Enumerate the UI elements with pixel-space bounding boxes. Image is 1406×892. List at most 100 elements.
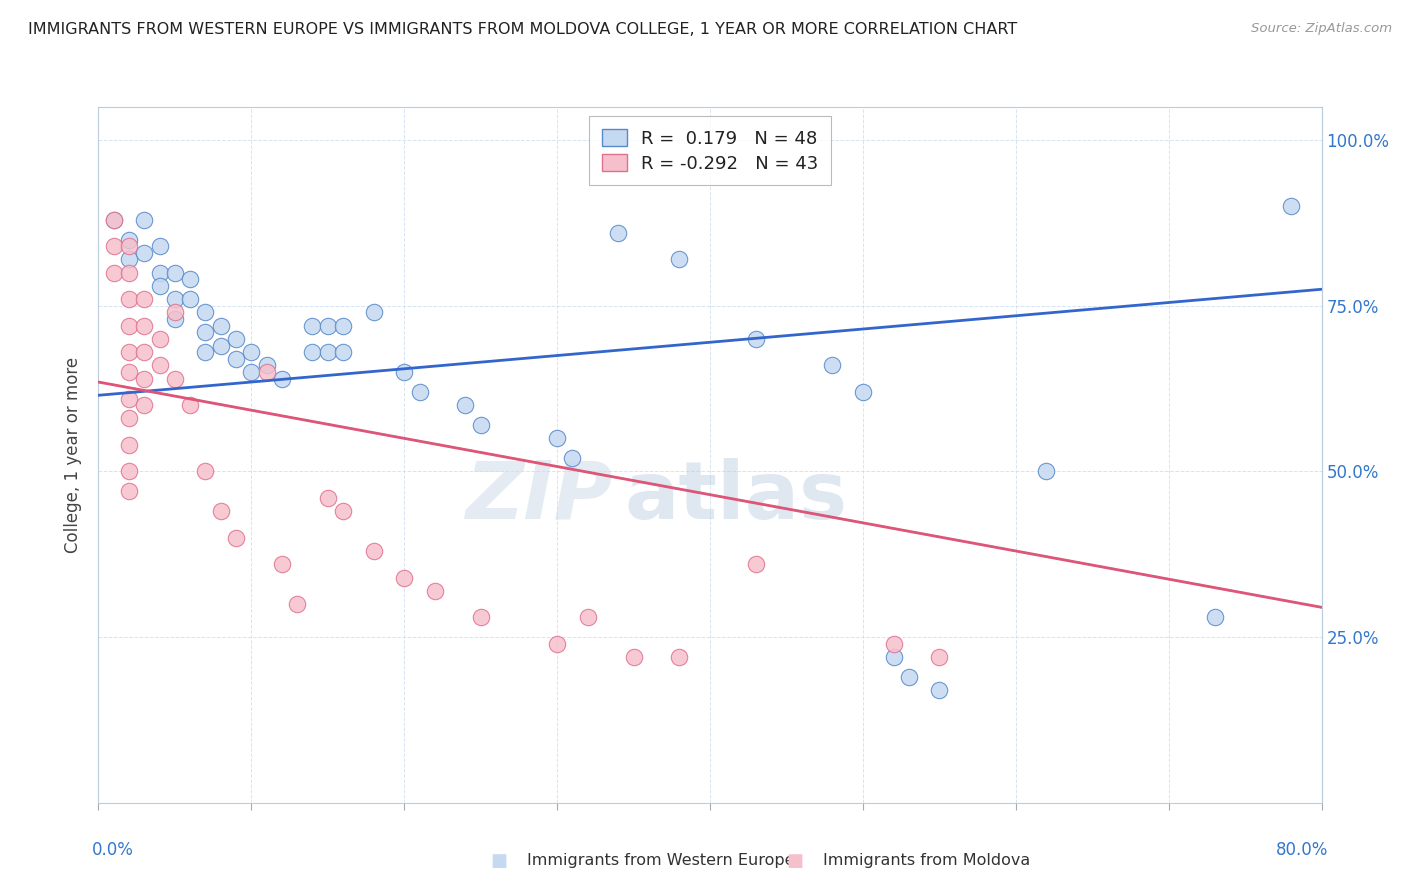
Point: [576, 610, 599, 624]
Text: Source: ZipAtlas.com: Source: ZipAtlas.com: [1251, 22, 1392, 36]
Point: [118, 292, 141, 306]
Point: [103, 266, 125, 280]
Point: [270, 372, 292, 386]
Point: [163, 372, 186, 386]
Text: ZIP: ZIP: [465, 458, 612, 536]
Point: [332, 318, 354, 333]
Point: [194, 345, 217, 359]
Point: [149, 266, 172, 280]
Point: [179, 272, 201, 286]
Point: [118, 239, 141, 253]
Point: [852, 384, 875, 399]
Point: [1204, 610, 1226, 624]
Point: [332, 345, 354, 359]
Point: [301, 345, 323, 359]
Point: [408, 384, 430, 399]
Point: [179, 292, 201, 306]
Point: [546, 431, 568, 445]
Point: [209, 504, 232, 518]
Point: [561, 451, 583, 466]
Point: [118, 438, 141, 452]
Point: [118, 318, 141, 333]
Point: [134, 212, 156, 227]
Point: [928, 650, 950, 665]
Point: [209, 318, 232, 333]
Point: [118, 411, 141, 425]
Point: [134, 398, 156, 412]
Point: [163, 312, 186, 326]
Point: [607, 226, 630, 240]
Point: [118, 266, 141, 280]
Point: [118, 465, 141, 479]
Point: [194, 305, 217, 319]
Point: [745, 558, 768, 572]
Point: [163, 292, 186, 306]
Point: [118, 365, 141, 379]
Y-axis label: College, 1 year or more: College, 1 year or more: [65, 357, 83, 553]
Point: [470, 418, 492, 433]
Point: [118, 484, 141, 499]
Point: [363, 544, 385, 558]
Point: [225, 531, 247, 545]
Point: [149, 359, 172, 373]
Point: [928, 683, 950, 698]
Point: [134, 372, 156, 386]
Point: [363, 305, 385, 319]
Point: [316, 318, 339, 333]
Point: [883, 637, 905, 651]
Legend: R =  0.179   N = 48, R = -0.292   N = 43: R = 0.179 N = 48, R = -0.292 N = 43: [589, 116, 831, 186]
Point: [454, 398, 477, 412]
Text: ■: ■: [491, 852, 508, 870]
Point: [623, 650, 645, 665]
Text: atlas: atlas: [624, 458, 848, 536]
Point: [163, 266, 186, 280]
Point: [423, 583, 446, 598]
Point: [270, 558, 292, 572]
Text: ■: ■: [786, 852, 803, 870]
Point: [134, 292, 156, 306]
Point: [134, 318, 156, 333]
Point: [316, 491, 339, 505]
Point: [392, 365, 416, 379]
Point: [285, 597, 308, 611]
Point: [821, 359, 844, 373]
Text: IMMIGRANTS FROM WESTERN EUROPE VS IMMIGRANTS FROM MOLDOVA COLLEGE, 1 YEAR OR MOR: IMMIGRANTS FROM WESTERN EUROPE VS IMMIGR…: [28, 22, 1018, 37]
Point: [209, 338, 232, 352]
Text: 80.0%: 80.0%: [1275, 841, 1327, 859]
Point: [240, 365, 263, 379]
Text: Immigrants from Moldova: Immigrants from Moldova: [823, 854, 1029, 868]
Point: [134, 245, 156, 260]
Point: [1279, 199, 1302, 213]
Point: [134, 345, 156, 359]
Point: [149, 239, 172, 253]
Point: [149, 332, 172, 346]
Point: [194, 326, 217, 340]
Point: [240, 345, 263, 359]
Point: [103, 212, 125, 227]
Point: [897, 670, 920, 684]
Point: [179, 398, 201, 412]
Point: [149, 279, 172, 293]
Point: [118, 392, 141, 406]
Point: [332, 504, 354, 518]
Point: [470, 610, 492, 624]
Point: [883, 650, 905, 665]
Point: [745, 332, 768, 346]
Point: [1035, 465, 1057, 479]
Point: [546, 637, 568, 651]
Text: Immigrants from Western Europe: Immigrants from Western Europe: [527, 854, 794, 868]
Point: [316, 345, 339, 359]
Point: [256, 365, 278, 379]
Point: [225, 351, 247, 366]
Point: [118, 252, 141, 267]
Point: [256, 359, 278, 373]
Point: [225, 332, 247, 346]
Point: [668, 252, 690, 267]
Point: [392, 570, 416, 584]
Point: [103, 239, 125, 253]
Point: [163, 305, 186, 319]
Point: [118, 233, 141, 247]
Point: [194, 465, 217, 479]
Point: [668, 650, 690, 665]
Point: [103, 212, 125, 227]
